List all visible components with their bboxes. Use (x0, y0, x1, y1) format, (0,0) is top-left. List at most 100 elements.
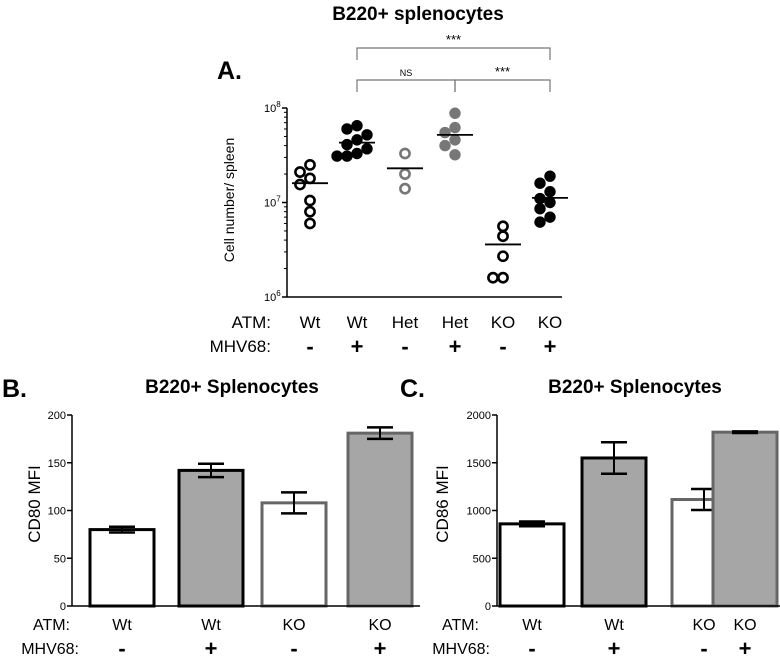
panel-a-mhv68-label: + (449, 334, 462, 359)
panel-a-data-point (361, 129, 373, 141)
panel-c-row-label-atm: ATM: (442, 617, 479, 634)
panel-b-mhv68-label: - (118, 636, 125, 658)
panel-a-data-point (534, 202, 546, 215)
panel-c-ylabel: CD86 MFI (433, 465, 452, 542)
panel-c-row-label-mhv68: MHV68: (432, 641, 490, 658)
panel-a-data-point (399, 168, 411, 180)
panel-a-data-point (304, 205, 316, 218)
panel-c-mhv68-label: - (528, 636, 535, 658)
panel-c-atm-label: KO (692, 617, 715, 634)
panel-c-letter: C. (400, 375, 425, 403)
panel-a-title: B220+ splenocytes (332, 4, 504, 25)
panel-a-atm-label: Het (392, 313, 419, 332)
panel-c-bar (498, 522, 566, 608)
panel-b-mhv68-label: + (205, 636, 218, 658)
panel-b-bar (88, 528, 156, 608)
panel-c-atm-label: Wt (522, 617, 542, 634)
panel-b-atm-label: KO (282, 617, 305, 634)
panel-a-mhv68-label: + (351, 334, 364, 359)
panel-a-y-tick-label: 108 (264, 100, 281, 115)
panel-a-data-point (304, 172, 316, 185)
panel-a-data-point (534, 177, 546, 189)
panel-b-row-label-mhv68: MHV68: (21, 641, 79, 658)
panel-b-atm-label: Wt (112, 617, 132, 634)
panel-b-ylabel: CD80 MFI (25, 465, 44, 542)
panel-b-bar (260, 501, 328, 608)
panel-a-row-label-mhv68: MHV68: (210, 337, 271, 356)
panel-b-mhv68-label: - (290, 636, 297, 658)
panel-a-significance-label: NS (400, 68, 413, 78)
panel-a-data-point (497, 250, 509, 263)
panel-a-data-point (341, 138, 353, 151)
panel-a-data-point (294, 178, 306, 191)
panel-a-y-tick-label: 106 (264, 289, 281, 304)
panel-c-mhv68-label: + (608, 636, 621, 658)
panel-a-data-point (449, 121, 461, 134)
panel-c-plot: 0 500 1000 1500 2000 Wt - Wt + KO - KO + (467, 410, 780, 658)
panel-a-data-point (304, 217, 316, 230)
panel-a-data-point (544, 170, 556, 182)
panel-b-y-tick-label: 100 (48, 506, 66, 518)
panel-a-data-point (449, 134, 461, 146)
panel-b-mhv68-label: + (374, 636, 387, 658)
panel-a-data-point (449, 107, 461, 119)
panel-c-y-tick-label: 500 (473, 553, 491, 565)
panel-a-data-point (294, 166, 306, 178)
panel-c-y-tick-label: 2000 (467, 410, 491, 422)
panel-a-letter: A. (217, 57, 242, 85)
panel-a-row-label-atm: ATM: (232, 313, 271, 332)
panel-b-atm-label: KO (368, 617, 391, 634)
panel-a-atm-label: KO (491, 313, 516, 332)
panel-a-mhv68-label: - (306, 334, 313, 359)
panel-a-data-point (351, 147, 363, 160)
panel-b-plot: 0 50 100 150 200 Wt - Wt + KO - KO + (48, 410, 420, 658)
panel-a-mhv68-label: - (499, 334, 506, 359)
panel-c-bar (711, 430, 779, 608)
panel-c-title: B220+ Splenocytes (548, 377, 722, 398)
panel-b-letter: B. (2, 375, 27, 403)
panel-a-data-point (544, 196, 556, 209)
panel-a-data-point (331, 150, 343, 162)
panel-b-y-tick-label: 150 (48, 458, 66, 470)
panel-a-plot: 106 107 108 Wt - Wt + Het - Het + KO - KO + *** NS *** (264, 32, 568, 359)
panel-a-data-point (439, 139, 451, 152)
panel-a-data-point (304, 158, 316, 171)
panel-a-data-point (497, 220, 509, 233)
panel-b-y-tick-label: 50 (54, 553, 66, 565)
panel-c-y-tick-label: 1500 (467, 458, 491, 470)
panel-b-y-tick-label: 0 (60, 601, 66, 613)
panel-a-data-point (439, 126, 451, 139)
panel-a-significance-label: *** (446, 32, 461, 47)
panel-a-y-tick-label: 107 (264, 195, 281, 210)
panel-a-data-point (497, 230, 509, 243)
panel-c-y-tick-label: 1000 (467, 506, 491, 518)
panel-a-data-point (304, 194, 316, 207)
panel-a-atm-label: KO (538, 313, 563, 332)
panel-b-bar (346, 431, 414, 608)
panel-a-data-point (497, 271, 509, 284)
panel-c-mhv68-label: - (700, 636, 707, 658)
panel-a-data-point (487, 271, 499, 284)
panel-c-bar (580, 456, 648, 608)
panel-a-data-point (534, 216, 546, 228)
panel-a-significance-bracket (356, 79, 456, 92)
panel-c-mhv68-label: + (739, 636, 752, 658)
panel-b-row-label-atm: ATM: (33, 617, 70, 634)
panel-a-significance-bracket (356, 47, 551, 60)
panel-b-atm-label: Wt (201, 617, 221, 634)
panel-a-data-point (544, 211, 556, 223)
panel-c-atm-label: Wt (604, 617, 624, 634)
panel-b-y-tick-label: 200 (48, 410, 66, 422)
panel-c-atm-label: KO (733, 617, 756, 634)
panel-a-atm-label: Wt (347, 313, 368, 332)
panel-a-data-point (399, 182, 411, 195)
panel-a-data-point (544, 186, 556, 198)
panel-a-data-point (351, 119, 363, 132)
panel-c-y-tick-label: 0 (485, 601, 491, 613)
panel-a-data-point (399, 147, 411, 160)
panel-a-mhv68-label: + (544, 334, 557, 359)
panel-b-title: B220+ Splenocytes (145, 377, 319, 398)
panel-a-data-point (361, 143, 373, 155)
panel-a-significance-label: *** (495, 64, 510, 79)
